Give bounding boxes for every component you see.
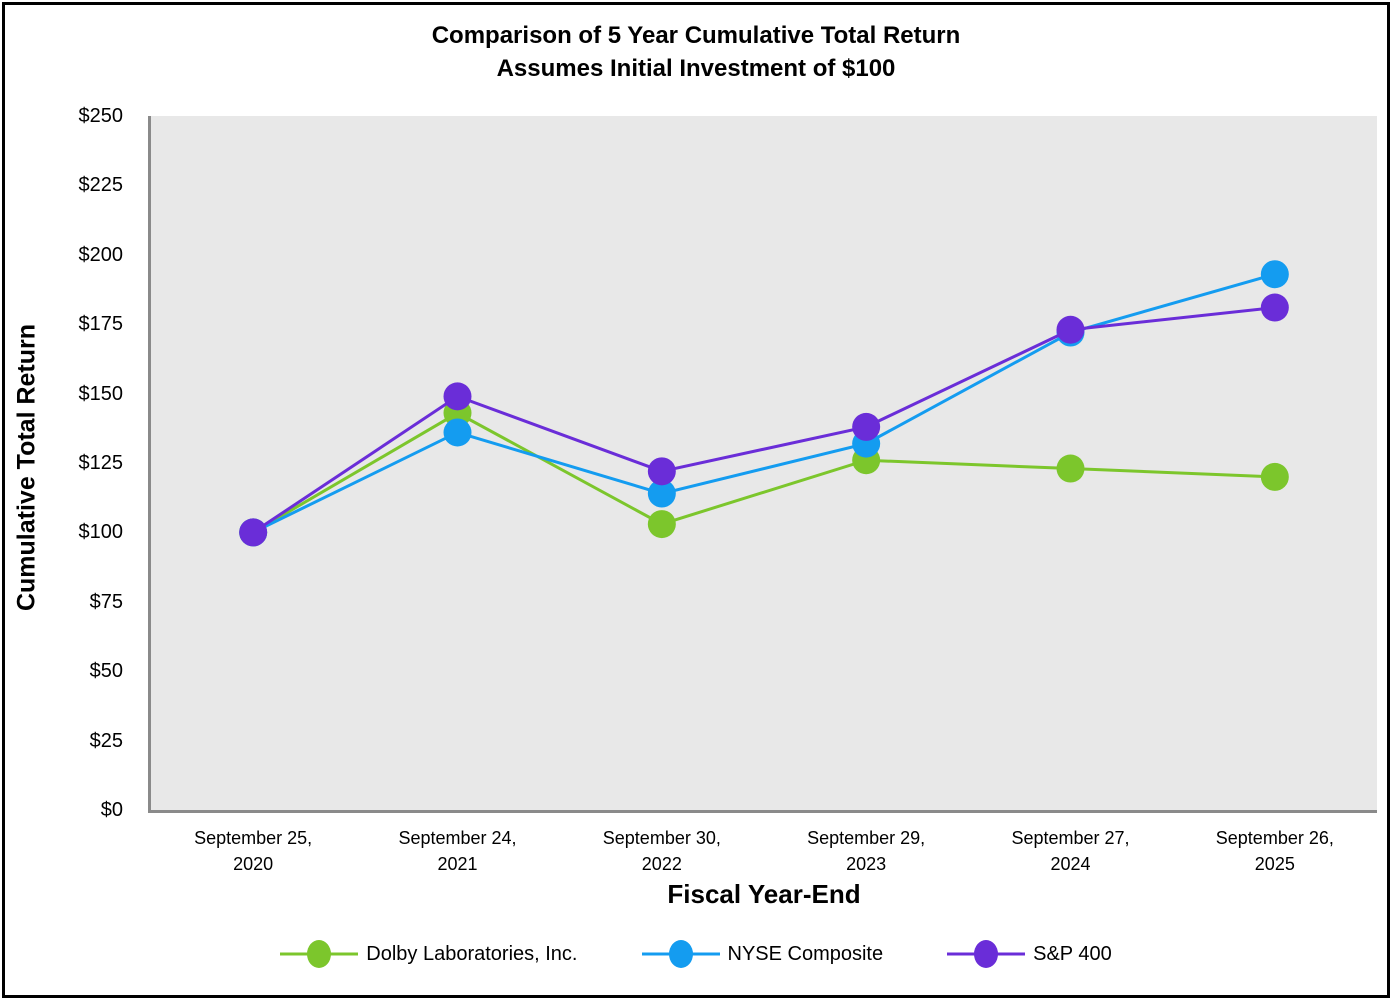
y-tick-label: $25 xyxy=(89,729,123,752)
legend-label: S&P 400 xyxy=(1033,942,1112,965)
x-tick-label: September 30, 2022 xyxy=(602,828,721,874)
legend-item: S&P 400 xyxy=(947,939,1112,969)
x-tick-label: September 27, 2024 xyxy=(1011,828,1130,874)
chart-title: Comparison of 5 Year Cumulative Total Re… xyxy=(5,19,1387,85)
data-point-marker xyxy=(1260,462,1289,491)
chart-title-line2: Assumes Initial Investment of $100 xyxy=(496,55,896,82)
y-tick-label: $175 xyxy=(78,313,124,336)
data-point-marker xyxy=(1260,293,1289,322)
legend-marker-icon xyxy=(947,940,1026,968)
legend-item: NYSE Composite xyxy=(641,939,884,969)
legend-label: NYSE Composite xyxy=(727,942,884,965)
data-point-marker xyxy=(1056,315,1085,344)
data-point-marker xyxy=(647,457,676,486)
series-line xyxy=(252,272,1276,534)
y-tick-label: $125 xyxy=(78,452,124,474)
series-line xyxy=(252,411,1275,534)
data-point-marker xyxy=(852,412,881,441)
x-tick-label: September 25, 2020 xyxy=(194,828,313,874)
x-tick-label: September 24, 2021 xyxy=(398,828,517,874)
plot-area xyxy=(148,116,1377,813)
data-point-marker xyxy=(1056,454,1085,483)
legend-item: Dolby Laboratories, Inc. xyxy=(280,939,578,969)
y-tick-label: $250 xyxy=(78,105,124,127)
y-tick-label: $0 xyxy=(100,799,123,821)
y-tick-label: $100 xyxy=(78,521,124,544)
y-tick-label: $150 xyxy=(78,382,124,405)
y-tick-label: $50 xyxy=(89,660,123,683)
legend-marker-icon xyxy=(280,940,359,968)
chart-title-line1: Comparison of 5 Year Cumulative Total Re… xyxy=(431,22,961,49)
line-chart-canvas xyxy=(239,260,1289,547)
legend: Dolby Laboratories, Inc. NYSE Composite S&… xyxy=(5,939,1387,969)
data-point-marker xyxy=(1260,260,1289,289)
y-tick-label: $225 xyxy=(78,174,124,197)
data-point-marker xyxy=(443,382,472,411)
series-line xyxy=(252,306,1275,534)
data-point-marker xyxy=(647,510,676,539)
y-tick-label: $75 xyxy=(89,590,123,613)
x-tick-label: September 29, 2023 xyxy=(807,828,926,874)
data-point-marker xyxy=(647,479,676,508)
x-axis-title: Fiscal Year-End xyxy=(667,879,861,909)
legend-marker-icon xyxy=(641,940,720,968)
legend-label: Dolby Laboratories, Inc. xyxy=(366,942,578,965)
data-point-marker xyxy=(443,418,472,447)
y-tick-label: $200 xyxy=(78,243,124,266)
x-tick-label: September 26, 2025 xyxy=(1215,828,1334,874)
data-point-marker xyxy=(239,518,268,547)
